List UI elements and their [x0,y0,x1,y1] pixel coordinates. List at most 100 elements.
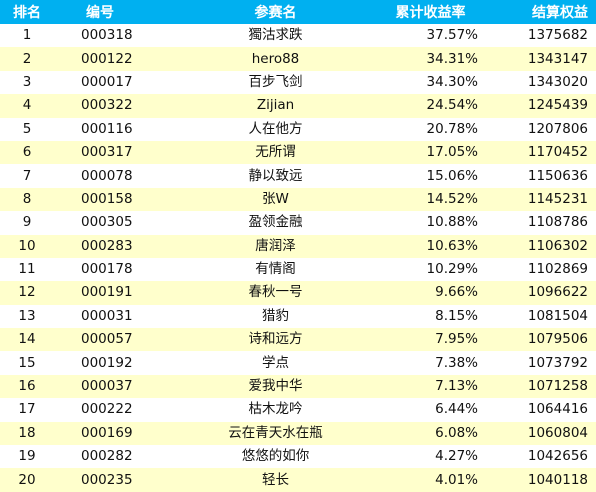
cell-rank: 2 [22,50,32,67]
cell-rank: 9 [22,214,32,231]
cell-code: 000222 [81,401,133,418]
cell-code: 000192 [81,354,133,371]
cell-name: 无所谓 [255,144,296,161]
table-row: 2 000122 hero88 34.31% 1343147 [0,47,596,71]
cell-return: 6.44% [435,401,478,418]
cell-name: 诗和远方 [248,331,303,348]
cell-name: 静以致远 [248,167,303,184]
cell-rank: 4 [22,97,32,114]
cell-return: 9.66% [435,284,478,301]
cell-rank: 20 [18,471,36,488]
cell-return: 7.13% [435,378,478,395]
cell-equity: 1343147 [527,50,588,67]
table-row: 11 000178 有情阁 10.29% 1102869 [0,257,596,282]
cell-name: 悠悠的如你 [241,448,310,465]
cell-rank: 13 [18,307,36,324]
cell-return: 10.88% [426,214,478,231]
cell-equity: 1170452 [527,144,588,161]
cell-code: 000122 [81,50,133,67]
cell-equity: 1096622 [527,284,588,301]
cell-equity: 1145231 [527,190,588,207]
cell-return: 4.01% [435,471,478,488]
cell-equity: 1073792 [527,354,588,371]
cell-name: 獨沽求跌 [248,27,303,44]
cell-name: 人在他方 [248,120,303,137]
cell-code: 000037 [81,378,133,395]
table-row: 17 000222 枯木龙吟 6.44% 1064416 [0,398,596,422]
cell-rank: 11 [18,261,36,278]
table-row: 12 000191 春秋一号 9.66% 1096622 [0,281,596,305]
cell-code: 000116 [81,120,133,137]
cell-code: 000158 [81,190,133,207]
header-code: 编号 [86,5,114,21]
table-row: 9 000305 盈领金融 10.88% 1108786 [0,211,596,235]
header-name: 参赛名 [254,5,297,21]
table-row: 4 000322 Zijian 24.54% 1245439 [0,94,596,118]
cell-return: 15.06% [426,167,478,184]
cell-name: 猎豹 [262,307,289,324]
cell-rank: 17 [18,401,36,418]
table-row: 19 000282 悠悠的如你 4.27% 1042656 [0,445,596,469]
cell-return: 7.95% [435,331,478,348]
cell-return: 34.30% [426,73,478,90]
cell-code: 000178 [81,261,133,278]
cell-name: 轻长 [262,471,289,488]
cell-rank: 19 [18,448,36,465]
cell-rank: 18 [18,424,36,441]
cell-name: 有情阁 [255,261,296,278]
cell-name: Zijian [256,97,295,114]
cell-code: 000283 [81,237,133,254]
cell-return: 20.78% [426,120,478,137]
header-row: 排名 编号 参赛名 累计收益率 结算权益 [0,0,596,24]
cell-equity: 1060804 [527,424,588,441]
cell-return: 10.29% [426,261,478,278]
cell-code: 000235 [81,471,133,488]
cell-code: 000305 [81,214,133,231]
cell-name: 春秋一号 [248,284,303,301]
table-row: 15 000192 学点 7.38% 1073792 [0,351,596,375]
cell-rank: 15 [18,354,36,371]
cell-name: 百步飞剑 [248,73,303,90]
cell-name: 云在青天水在瓶 [228,424,323,441]
cell-name: 爱我中华 [248,378,303,395]
table-row: 13 000031 猎豹 8.15% 1081504 [0,304,596,329]
cell-equity: 1064416 [527,401,588,418]
cell-name: 盈领金融 [248,214,303,231]
cell-equity: 1375682 [527,27,588,44]
table-row: 7 000078 静以致远 15.06% 1150636 [0,164,596,188]
cell-rank: 1 [22,27,32,44]
cell-equity: 1108786 [527,214,588,231]
cell-rank: 10 [18,237,36,254]
cell-return: 6.08% [435,424,478,441]
cell-name: 张W [262,190,289,207]
cell-equity: 1081504 [527,307,588,324]
table-header: 排名 编号 参赛名 累计收益率 结算权益 [0,0,596,24]
cell-rank: 7 [22,167,32,184]
cell-code: 000191 [81,284,133,301]
cell-return: 8.15% [435,307,478,324]
cell-code: 000282 [81,448,133,465]
header-equity: 结算权益 [532,5,588,21]
table-row: 10 000283 唐润泽 10.63% 1106302 [0,234,596,258]
table-row: 8 000158 张W 14.52% 1145231 [0,187,596,212]
cell-code: 000317 [81,144,133,161]
cell-code: 000318 [81,27,133,44]
table-row: 20 000235 轻长 4.01% 1040118 [0,468,596,492]
cell-rank: 12 [18,284,36,301]
cell-name: hero88 [251,50,300,67]
cell-equity: 1042656 [527,448,588,465]
cell-equity: 1343020 [527,73,588,90]
header-return: 累计收益率 [395,5,466,21]
cell-name: 学点 [262,354,289,371]
table-row: 16 000037 爱我中华 7.13% 1071258 [0,374,596,399]
cell-name: 唐润泽 [255,237,296,254]
cell-code: 000169 [81,424,133,441]
cell-rank: 5 [22,120,32,137]
cell-name: 枯木龙吟 [248,401,303,418]
cell-rank: 8 [22,190,32,207]
table-body: 1 000318 獨沽求跌 37.57% 1375682 2 000122 hero88 34.… [0,24,596,492]
cell-rank: 6 [22,144,32,161]
cell-code: 000057 [81,331,133,348]
cell-return: 17.05% [426,144,478,161]
